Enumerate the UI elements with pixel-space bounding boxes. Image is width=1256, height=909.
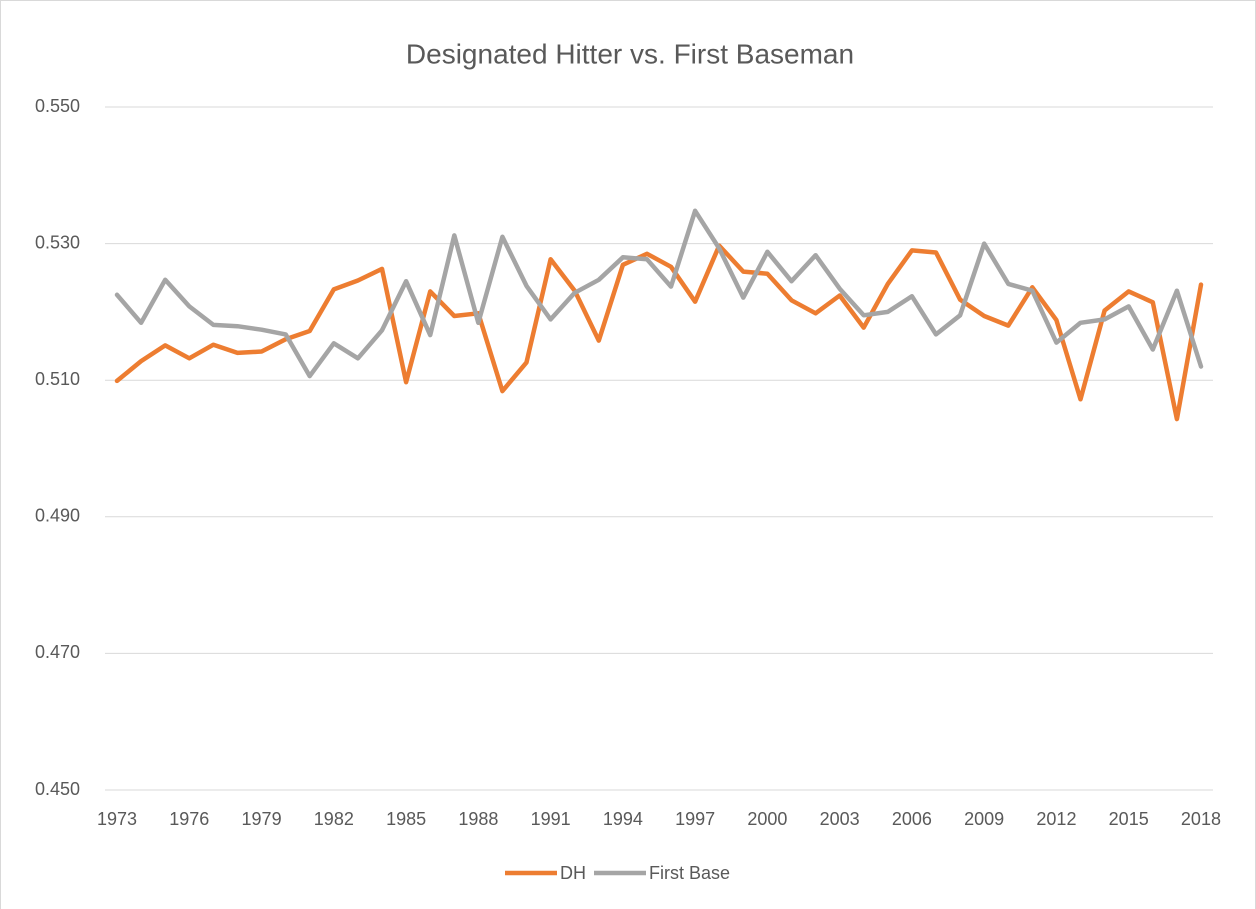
y-tick-label: 0.550 [35, 96, 80, 116]
x-tick-label: 1982 [314, 809, 354, 829]
x-tick-label: 1976 [169, 809, 209, 829]
x-tick-label: 1997 [675, 809, 715, 829]
x-tick-label: 2006 [892, 809, 932, 829]
y-tick-label: 0.530 [35, 232, 80, 252]
y-tick-label: 0.510 [35, 369, 80, 389]
chart-title: Designated Hitter vs. First Baseman [406, 38, 854, 69]
x-tick-label: 2018 [1181, 809, 1221, 829]
x-tick-label: 1994 [603, 809, 643, 829]
legend-label: DH [560, 863, 586, 883]
y-tick-label: 0.490 [35, 506, 80, 526]
data-line [114, 208, 1204, 379]
x-tick-label: 2003 [820, 809, 860, 829]
data-line [114, 243, 1204, 422]
y-tick-label: 0.470 [35, 642, 80, 662]
y-tick-label: 0.450 [35, 779, 80, 799]
x-tick-label: 1991 [531, 809, 571, 829]
x-tick-label: 1985 [386, 809, 426, 829]
x-tick-label: 2012 [1036, 809, 1076, 829]
x-tick-label: 1979 [242, 809, 282, 829]
x-tick-label: 2015 [1109, 809, 1149, 829]
x-tick-label: 2009 [964, 809, 1004, 829]
legend-label: First Base [649, 863, 730, 883]
x-tick-label: 1973 [97, 809, 137, 829]
x-tick-label: 1988 [458, 809, 498, 829]
x-tick-label: 2000 [747, 809, 787, 829]
